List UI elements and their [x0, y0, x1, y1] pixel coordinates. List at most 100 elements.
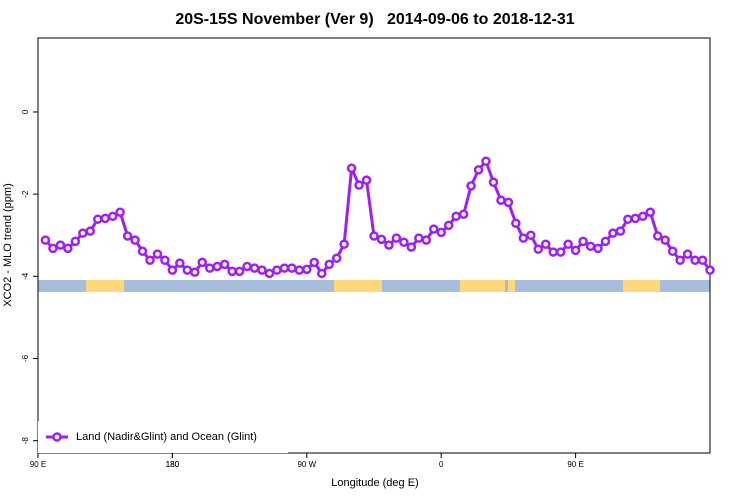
data-point: [608, 228, 618, 238]
data-point: [682, 249, 693, 259]
data-point: [152, 249, 163, 259]
y-tick-label: -4: [21, 272, 30, 280]
data-point: [652, 231, 663, 241]
data-point: [264, 268, 275, 279]
data-point: [570, 245, 581, 256]
data-point: [526, 230, 536, 240]
data-point: [331, 253, 342, 263]
data-point: [145, 255, 155, 266]
data-point: [540, 239, 551, 250]
data-point: [115, 207, 125, 217]
data-point: [436, 227, 446, 238]
data-point: [137, 246, 148, 257]
data-point: [48, 243, 58, 254]
land-strip: [508, 280, 515, 292]
data-point: [302, 264, 312, 275]
data-point: [279, 263, 290, 273]
data-point: [473, 165, 484, 175]
data-point: [70, 236, 81, 247]
data-point: [167, 265, 178, 275]
data-point: [242, 261, 252, 272]
data-point: [175, 258, 185, 268]
data-point: [697, 255, 708, 266]
data-point: [578, 236, 588, 247]
land-strip: [86, 280, 124, 292]
data-point: [257, 265, 267, 275]
data-point: [511, 218, 521, 229]
data-point: [287, 263, 297, 273]
land-strip: [460, 280, 505, 292]
x-tick-label: 180: [166, 460, 180, 469]
data-point: [600, 236, 611, 247]
x-tick-label: 90 E: [567, 460, 583, 469]
data-point: [585, 241, 596, 252]
data-point: [212, 261, 222, 272]
x-axis-label: Longitude (deg E): [331, 477, 418, 489]
data-point: [376, 234, 387, 245]
data-point: [421, 235, 432, 245]
data-point: [690, 255, 700, 266]
data-point: [451, 211, 461, 222]
data-point: [466, 181, 476, 191]
data-point: [705, 265, 715, 275]
data-point: [391, 233, 402, 243]
data-point: [324, 259, 334, 270]
data-point: [555, 247, 566, 257]
data-point: [227, 266, 237, 277]
plot-frame: [37, 37, 711, 454]
y-tick-label: -2: [21, 190, 30, 198]
data-point: [533, 244, 544, 254]
data-point: [518, 233, 529, 243]
data-point: [384, 240, 394, 250]
x-tick-label: 90 E: [30, 460, 46, 469]
data-point: [197, 257, 208, 268]
data-point: [182, 265, 193, 275]
data-point: [548, 247, 558, 257]
data-point: [339, 239, 349, 250]
data-point: [190, 267, 200, 277]
data-point: [249, 263, 260, 273]
land-ocean-mask: [38, 280, 710, 292]
data-point: [645, 207, 656, 217]
data-point: [122, 231, 133, 241]
data-point: [667, 246, 678, 257]
data-point: [130, 235, 140, 245]
data-point: [346, 163, 357, 174]
x-tick-label: 180: [166, 460, 180, 469]
series-line: [44, 158, 712, 276]
data-point: [496, 195, 506, 206]
data-point: [458, 209, 469, 220]
land-strip: [623, 280, 660, 292]
data-point: [638, 211, 648, 222]
data-point: [204, 263, 215, 273]
data-point: [100, 213, 110, 224]
legend-box: [38, 421, 288, 453]
data-point: [563, 239, 573, 250]
data-point: [309, 257, 320, 268]
data-point: [503, 197, 514, 208]
data-point: [234, 266, 245, 277]
legend-marker: [52, 432, 62, 442]
data-point: [414, 233, 424, 243]
data-point: [660, 235, 670, 245]
legend-label: Land (Nadir&Glint) and Ocean (Glint): [76, 431, 257, 443]
chart-title: 20S-15S November (Ver 9) 2014-09-06 to 2…: [175, 11, 574, 28]
y-tick-label: -8: [21, 437, 30, 445]
data-point: [406, 242, 417, 252]
y-tick-label: -6: [21, 354, 30, 362]
data-point: [428, 224, 439, 234]
land-strip: [334, 280, 382, 292]
data-point: [354, 180, 364, 190]
data-point: [593, 243, 603, 254]
data-point: [294, 265, 305, 275]
data-point: [55, 240, 66, 250]
data-point: [85, 226, 96, 236]
x-tick-label: 90 W: [297, 460, 316, 469]
data-point: [316, 268, 327, 279]
y-tick-label: 0: [21, 109, 30, 114]
data-point: [78, 228, 88, 238]
data-point: [361, 175, 372, 185]
data-point: [615, 226, 626, 236]
x-tick-label: 0: [439, 460, 444, 469]
